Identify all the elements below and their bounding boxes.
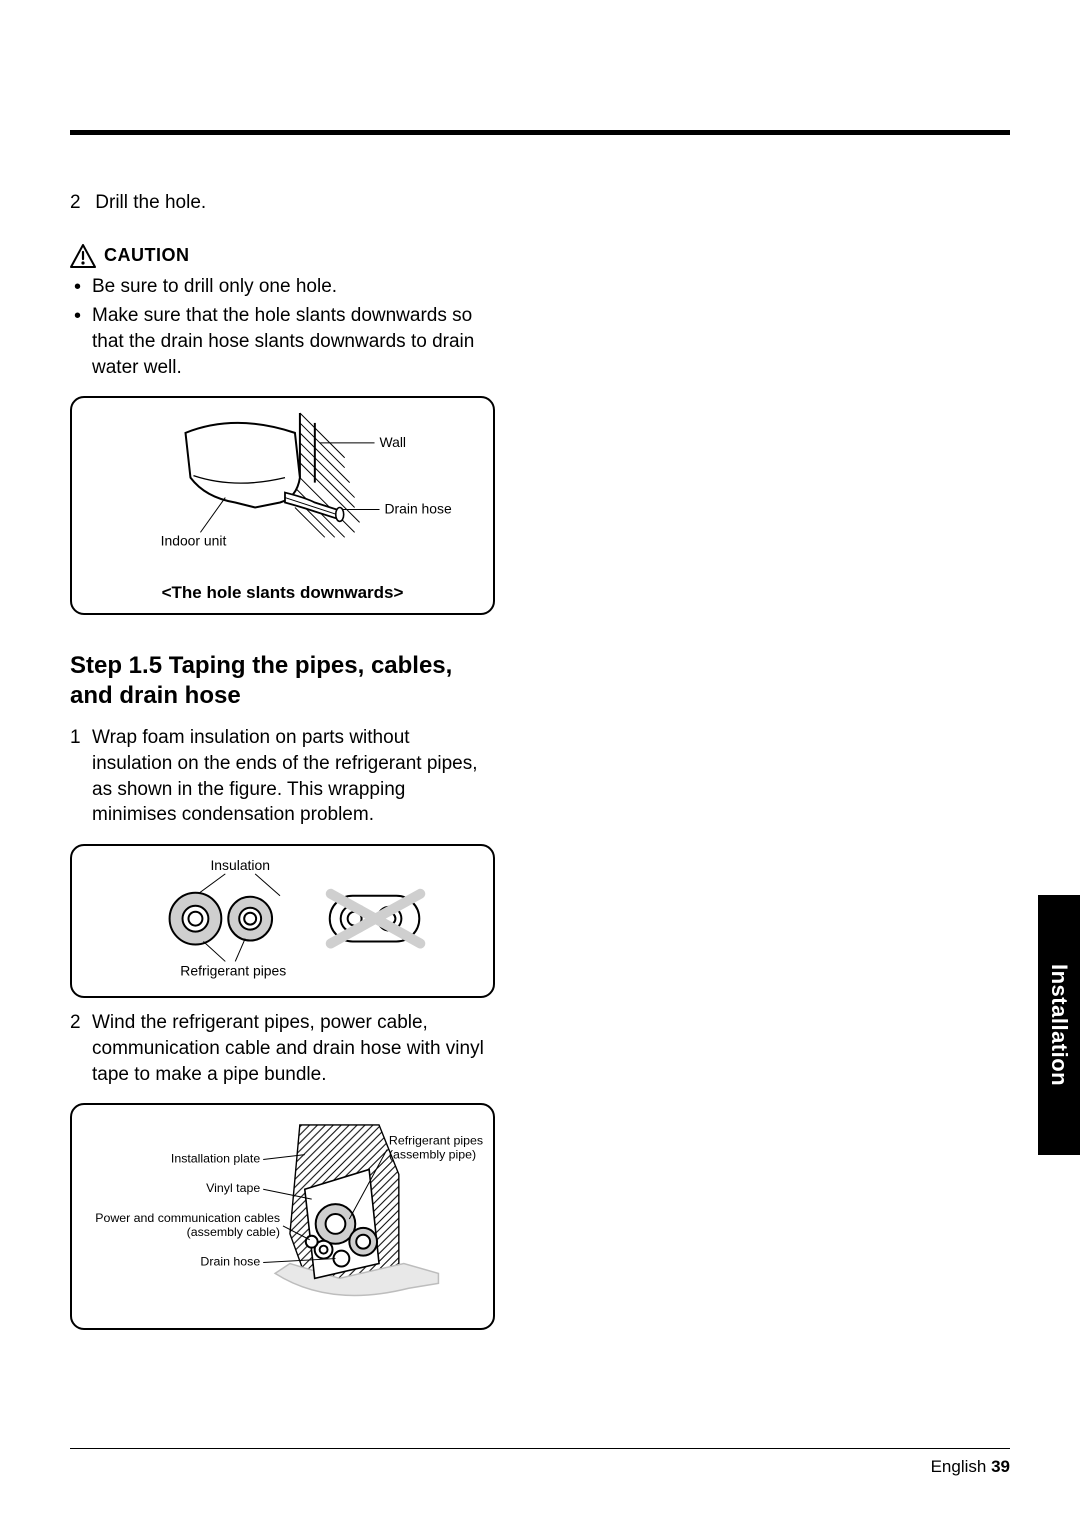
fig1-wall-label: Wall: [380, 434, 407, 450]
top-rule: [70, 130, 1010, 135]
para1-number: 1: [70, 725, 92, 828]
section-tab-label: Installation: [1046, 964, 1072, 1086]
para2-number: 2: [70, 1010, 92, 1087]
caution-list: Be sure to drill only one hole. Make sur…: [70, 274, 495, 381]
fig3-cables-label: Power and communication cables: [95, 1211, 280, 1225]
figure-bundle: Installation plate Vinyl tape Power and …: [70, 1103, 495, 1330]
fig3-pipes-label: Refrigerant pipes: [389, 1134, 483, 1148]
step-2-number: 2: [70, 190, 90, 216]
page-footer: English 39: [70, 1448, 1010, 1477]
step-2-line: 2 Drill the hole.: [70, 190, 495, 216]
fig3-pipes-sub: (assembly pipe): [389, 1148, 476, 1162]
caution-icon: [70, 244, 96, 268]
fig2-pipes-label: Refrigerant pipes: [180, 962, 286, 978]
paragraph-2: 2 Wind the refrigerant pipes, power cabl…: [70, 1010, 495, 1087]
fig3-plate-label: Installation plate: [171, 1152, 260, 1166]
figure1-svg: Wall Drain hose Indoor unit: [86, 408, 479, 572]
figure2-svg: Insulation Refrigerant pipes: [86, 854, 479, 983]
footer-lang: English: [931, 1457, 987, 1476]
para2-text: Wind the refrigerant pipes, power cable,…: [92, 1010, 495, 1087]
paragraph-1: 1 Wrap foam insulation on parts without …: [70, 725, 495, 828]
fig2-insulation-label: Insulation: [210, 857, 270, 873]
section-title: Step 1.5 Taping the pipes, cables, and d…: [70, 651, 495, 711]
figure-insulation: Insulation Refrigerant pipes: [70, 844, 495, 998]
para1-text: Wrap foam insulation on parts without in…: [92, 725, 495, 828]
fig3-drain-label: Drain hose: [200, 1255, 260, 1269]
fig3-tape-label: Vinyl tape: [206, 1181, 260, 1195]
figure1-caption: <The hole slants downwards>: [86, 583, 479, 603]
section-tab: Installation: [1038, 895, 1080, 1155]
footer-page-number: 39: [991, 1457, 1010, 1476]
caution-label: CAUTION: [104, 245, 190, 266]
step-2-text: Drill the hole.: [95, 192, 206, 213]
fig3-cables-sub: (assembly cable): [187, 1225, 280, 1239]
caution-heading: CAUTION: [70, 244, 495, 268]
fig1-indoor-label: Indoor unit: [161, 532, 227, 548]
figure-hole-slants: Wall Drain hose Indoor unit <The hole sl…: [70, 396, 495, 615]
figure3-svg: Installation plate Vinyl tape Power and …: [82, 1115, 483, 1313]
content-column: 2 Drill the hole. CAUTION Be sure to dri…: [70, 190, 495, 1330]
caution-item: Be sure to drill only one hole.: [74, 274, 495, 300]
fig1-drain-label: Drain hose: [384, 501, 452, 517]
caution-item: Make sure that the hole slants downwards…: [74, 303, 495, 380]
page: 2 Drill the hole. CAUTION Be sure to dri…: [0, 0, 1080, 1532]
